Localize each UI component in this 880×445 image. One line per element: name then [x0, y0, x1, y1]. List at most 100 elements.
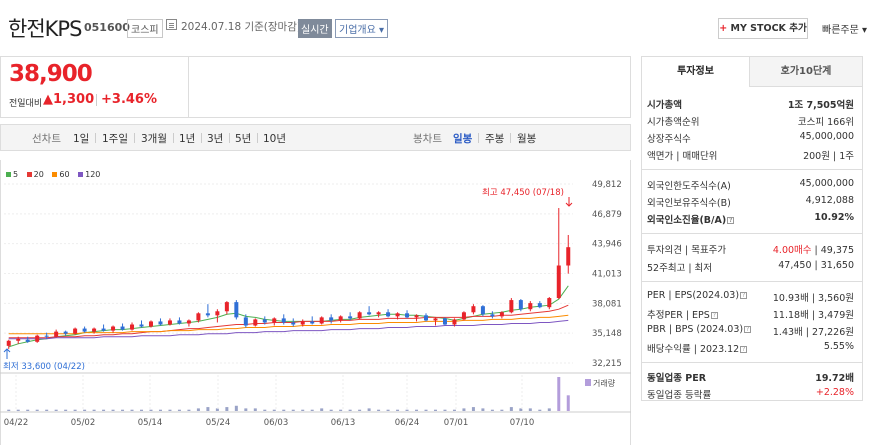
candle-body: [234, 302, 239, 318]
tab-1week[interactable]: 1주일: [102, 133, 129, 145]
volume-bar: [310, 409, 314, 411]
candle-body: [92, 328, 97, 332]
tab-weekly[interactable]: 주봉: [485, 133, 505, 145]
divider: [642, 281, 862, 282]
price-chart[interactable]: 49,812 46,879 43,946 41,013 38,081 35,148 32,2…: [0, 175, 631, 445]
candle-body: [509, 300, 514, 313]
candle-body: [433, 318, 438, 321]
week52-row: 52주최고 | 최저 47,450 | 31,650: [647, 260, 854, 274]
divider: [510, 133, 511, 143]
volume-bar: [234, 405, 238, 411]
candle-body: [528, 303, 533, 310]
high-label: 최고 47,450 (07/18): [482, 187, 564, 198]
volume-bar: [386, 409, 390, 411]
volume-bar: [566, 395, 570, 411]
candle-body: [566, 247, 571, 266]
chart-area: [0, 160, 631, 445]
candle-body: [310, 321, 315, 324]
candle-body: [442, 318, 447, 325]
foreign-limit-row: 외국인한도주식수(A) 45,000,000: [647, 178, 854, 192]
x-tick-label: 06/13: [331, 418, 356, 428]
company-overview-dropdown[interactable]: 기업개요 ▾: [335, 19, 388, 38]
volume-bar: [54, 409, 58, 411]
candle-body: [461, 312, 466, 320]
help-icon[interactable]: ?: [727, 217, 735, 224]
volume-bar: [7, 409, 11, 411]
candle-body: [243, 317, 248, 326]
realtime-button[interactable]: 실시간: [298, 19, 332, 38]
add-my-stock-button[interactable]: + MY STOCK 추가: [718, 18, 808, 39]
mini-chart-area: [189, 56, 631, 118]
divider: [201, 133, 202, 143]
volume-bar: [111, 409, 115, 411]
volume-bar: [225, 407, 229, 411]
candle-body: [329, 317, 334, 321]
price-summary: 38,900 전일대비 ▲1,300 +3.46%: [0, 56, 189, 118]
volume-bar: [168, 409, 172, 411]
candle-body: [139, 324, 144, 327]
volume-bar: [481, 408, 485, 411]
high-arrow-icon: [565, 197, 573, 207]
opinion-row: 투자의견 | 목표주가 4.00매수 | 49,375: [647, 245, 854, 256]
market-cap-rank-row: 시가총액순위 코스피 166위: [647, 117, 854, 128]
tab-daily[interactable]: 일봉: [453, 133, 473, 145]
candle-body: [376, 312, 381, 315]
ma-line-20: [8, 304, 569, 339]
tab-5year[interactable]: 5년: [235, 133, 252, 145]
low-label: 최저 33,600 (04/22): [3, 361, 85, 372]
tab-line-chart[interactable]: 선차트: [32, 133, 61, 145]
volume-bar: [509, 407, 513, 411]
stock-header: 한전KPS 051600 코스피 2024.07.18 기준(장마감) 실시간 …: [0, 0, 880, 48]
ma-line-60: [8, 314, 569, 335]
y-tick-label: 32,215: [592, 359, 622, 369]
candle-body: [537, 303, 542, 308]
volume-bar: [405, 409, 409, 411]
help-icon[interactable]: ?: [744, 326, 752, 333]
divider: [478, 133, 479, 143]
y-tick-label: 43,946: [592, 240, 622, 250]
volume-bar: [348, 409, 352, 411]
tab-1day[interactable]: 1일: [73, 133, 90, 145]
volume-bar: [121, 409, 125, 411]
help-icon[interactable]: ?: [710, 312, 718, 319]
x-tick-label: 05/02: [71, 418, 96, 428]
quick-order-button[interactable]: 빠른주문 ▾: [822, 25, 867, 36]
volume-bar: [158, 409, 162, 411]
volume-bar: [196, 408, 200, 411]
volume-bar: [452, 409, 456, 411]
tab-quote-10[interactable]: 호가10단계: [749, 57, 862, 87]
volume-bar: [177, 409, 181, 411]
volume-bar: [528, 408, 532, 411]
tab-3year[interactable]: 3년: [207, 133, 224, 145]
volume-bar: [396, 409, 400, 411]
candle-body: [480, 306, 485, 315]
par-value-row: 액면가 | 매매단위 200원 | 1주: [647, 151, 854, 162]
volume-bar: [16, 409, 20, 411]
tab-1year[interactable]: 1년: [179, 133, 196, 145]
divider: [642, 362, 862, 363]
candle-body: [120, 326, 125, 330]
tab-10year[interactable]: 10년: [263, 133, 287, 145]
stock-code: 051600: [84, 21, 130, 34]
help-icon[interactable]: ?: [740, 346, 748, 353]
x-tick-label: 05/14: [138, 418, 163, 428]
industry-per-row: 동일업종 PER 19.72배: [647, 373, 854, 384]
tab-candle-chart[interactable]: 봉차트: [413, 133, 442, 145]
tab-investment-info[interactable]: 투자정보: [642, 57, 749, 87]
volume-bar: [424, 409, 428, 411]
volume-bar: [282, 409, 286, 411]
candle-body: [499, 312, 504, 317]
candle-body: [414, 315, 419, 318]
tab-3month[interactable]: 3개월: [141, 133, 168, 145]
candle-body: [319, 317, 324, 324]
x-tick-label: 04/22: [4, 418, 29, 428]
candle-body: [471, 306, 476, 313]
tab-monthly[interactable]: 월봉: [517, 133, 537, 145]
candle-body: [25, 339, 30, 342]
volume-bar: [339, 409, 343, 411]
est-per-row: 추정PER | EPS? 11.18배 | 3,479원: [647, 310, 854, 321]
candle-body: [556, 265, 561, 299]
help-icon[interactable]: ?: [740, 292, 748, 299]
candle-body: [547, 298, 552, 308]
pbr-row: PBR | BPS (2024.03)? 1.43배 | 27,226원: [647, 324, 854, 338]
